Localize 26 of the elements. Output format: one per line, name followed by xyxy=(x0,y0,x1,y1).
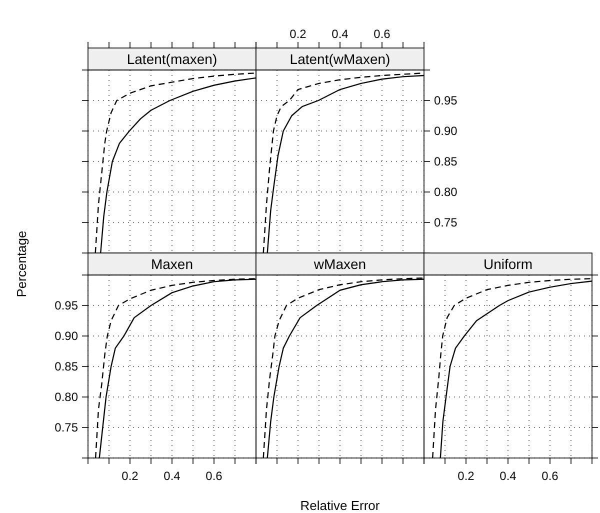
y-tick-label: 0.95 xyxy=(54,298,78,312)
y-tick-label: 0.90 xyxy=(54,329,78,343)
x-tick-label: 0.4 xyxy=(164,469,181,483)
x-tick-label: 0.6 xyxy=(542,469,559,483)
chart-title: Maxen xyxy=(150,256,194,272)
y-tick-label: 0.80 xyxy=(54,390,78,404)
x-tick-label: 0.4 xyxy=(332,27,349,41)
x-axis-title: Relative Error xyxy=(300,498,380,513)
y-tick-label: 0.75 xyxy=(54,420,78,434)
x-tick-label: 0.2 xyxy=(290,27,307,41)
x-tick-label: 0.6 xyxy=(374,27,391,41)
x-tick-label: 0.6 xyxy=(206,469,223,483)
x-tick-label: 0.4 xyxy=(500,469,517,483)
chart-title: wMaxen xyxy=(312,256,366,272)
y-tick-label: 0.95 xyxy=(434,94,458,108)
y-axis-title: Percentage xyxy=(14,230,29,298)
chart-title: Latent(maxen) xyxy=(126,51,218,67)
x-tick-label: 0.2 xyxy=(458,469,475,483)
y-tick-label: 0.75 xyxy=(434,216,458,230)
y-tick-label: 0.85 xyxy=(434,154,458,168)
x-tick-label: 0.2 xyxy=(122,469,139,483)
chart-title: Latent(wMaxen) xyxy=(290,51,390,67)
y-tick-label: 0.90 xyxy=(434,124,458,138)
chart-title: Uniform xyxy=(483,256,533,272)
y-tick-label: 0.80 xyxy=(434,185,458,199)
y-tick-label: 0.85 xyxy=(54,360,78,374)
